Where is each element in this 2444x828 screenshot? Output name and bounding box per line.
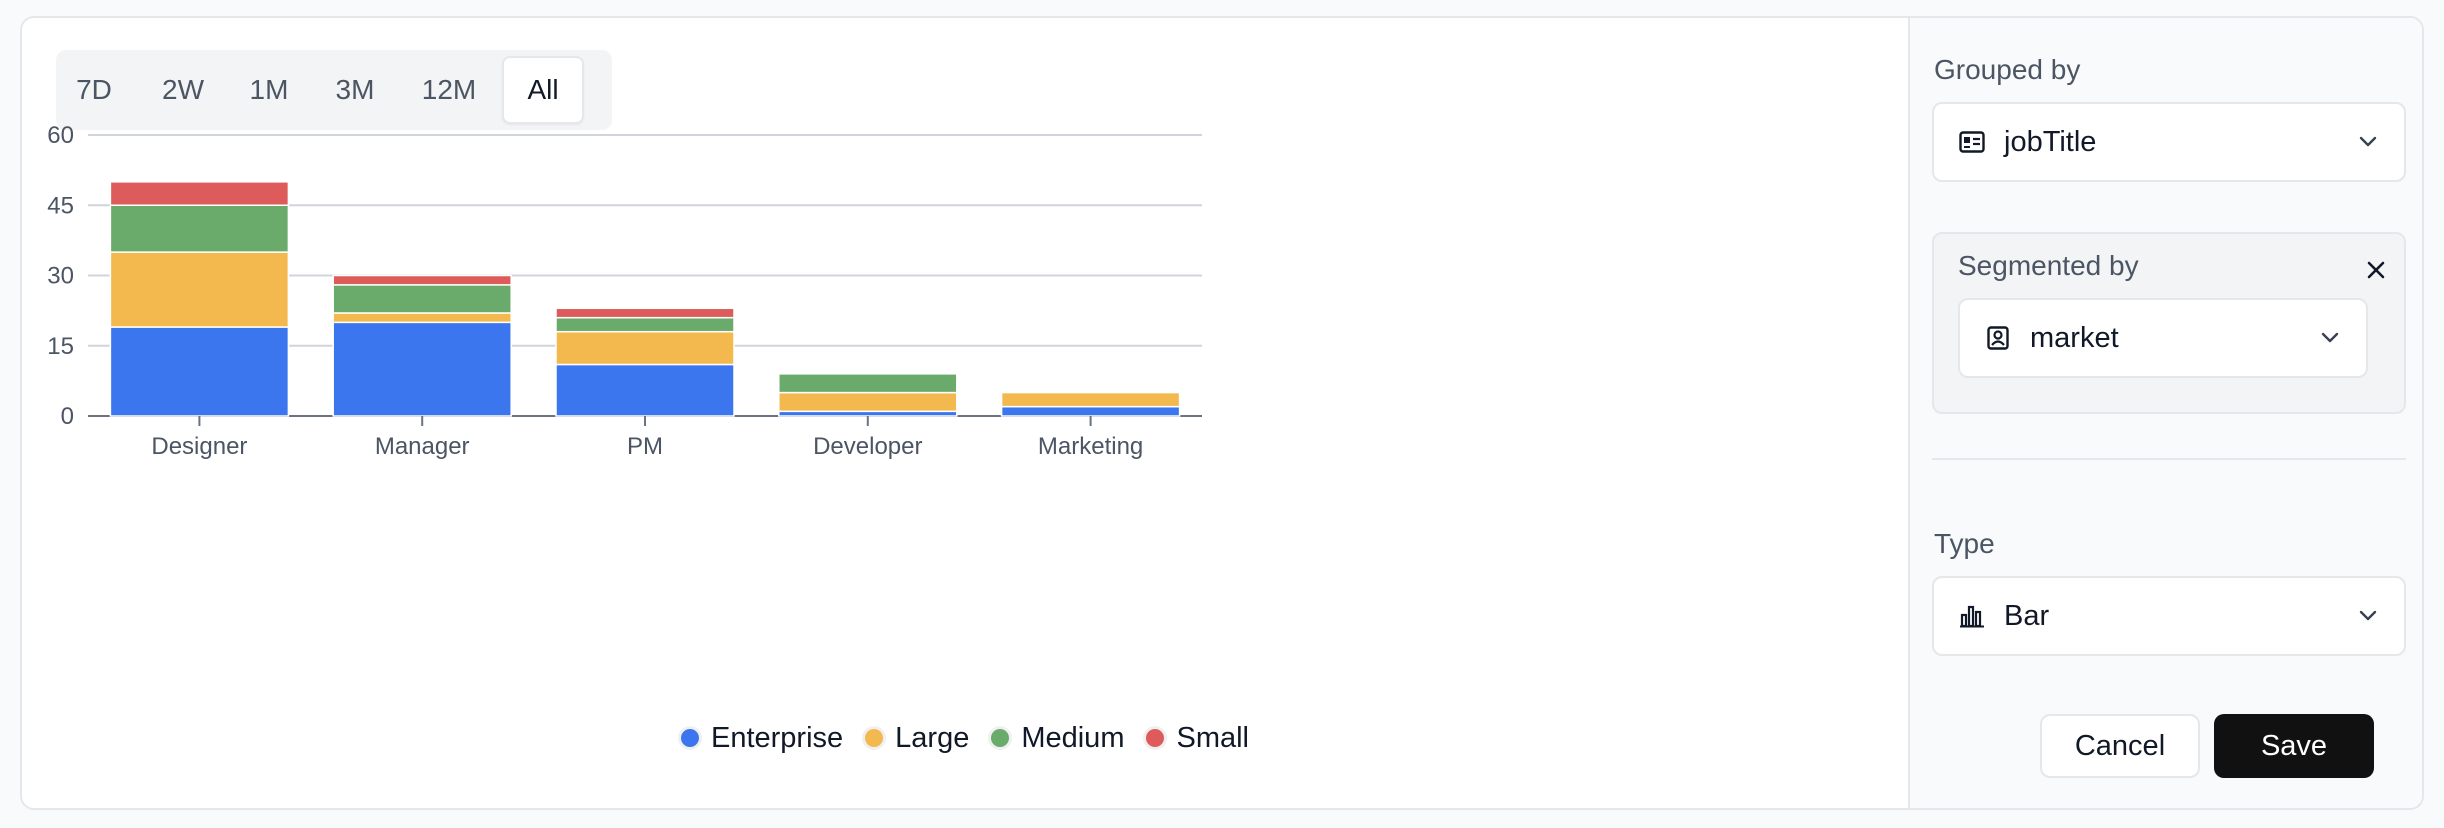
bar-segment-small [109, 181, 290, 206]
y-tick-label: 15 [47, 333, 74, 360]
x-tick-label: Manager [375, 433, 470, 460]
segmented-by-value: market [2030, 321, 2119, 354]
legend-swatch [991, 729, 1010, 747]
x-tick-label: PM [627, 433, 663, 460]
legend-swatch [865, 729, 884, 747]
legend-swatch [680, 729, 699, 747]
grouped-by-label: Grouped by [1934, 54, 2081, 85]
cancel-button[interactable]: Cancel [2040, 714, 2200, 778]
segmented-by-select[interactable]: market [1958, 298, 2368, 378]
bar-segment-small [555, 307, 735, 319]
bar-segment-medium [555, 316, 735, 333]
tab-3m[interactable]: 3M [335, 74, 375, 105]
chart-type-value: Bar [2004, 599, 2050, 632]
grouped-by-value: jobTitle [2004, 125, 2097, 158]
chevron-down-icon [2348, 122, 2388, 162]
save-button[interactable]: Save [2214, 714, 2374, 778]
tab-12m[interactable]: 12M [421, 74, 477, 105]
chevron-down-icon [2310, 318, 2350, 358]
legend-item[interactable]: Small [1146, 722, 1249, 755]
y-tick-label: 30 [47, 263, 74, 290]
legend-item[interactable]: Medium [991, 722, 1124, 755]
tab-all[interactable]: All [502, 56, 584, 124]
settings-panel: Grouped by jobTitle Segmented by market [1908, 18, 2422, 808]
legend-label: Small [1176, 721, 1249, 754]
bar-segment-large [109, 251, 290, 328]
bar-segment-large [555, 330, 735, 366]
type-label: Type [1934, 528, 1995, 559]
x-tick-label: Developer [813, 433, 922, 460]
x-tick-label: Marketing [1038, 433, 1143, 460]
grouped-by-select[interactable]: jobTitle [1932, 102, 2406, 182]
bar-segment-medium [332, 284, 512, 314]
bar-segment-small [332, 274, 512, 286]
bar-segment-large [1000, 391, 1181, 408]
stacked-bar-chart: 0 15 30 45 60 Designer Manager PM Developer Marke… [47, 122, 1202, 460]
divider [1932, 458, 2406, 460]
id-card-icon [1958, 128, 1986, 156]
chart-legend: Enterprise Large Medium Small [22, 718, 1908, 758]
bar-segment-medium [778, 373, 958, 394]
y-tick-label: 0 [61, 403, 74, 430]
legend-item[interactable]: Enterprise [680, 721, 844, 755]
bar-segment-large [332, 312, 512, 324]
tab-2w[interactable]: 2W [162, 74, 204, 105]
legend-swatch [1146, 729, 1165, 747]
bar-segment-enterprise [555, 363, 735, 417]
range-tabs: 7D 2W 1M 3M 12M All [56, 50, 612, 130]
y-tick-label: 60 [47, 122, 74, 149]
chart-type-select[interactable]: Bar [1932, 576, 2406, 656]
legend-label: Enterprise [710, 721, 844, 754]
bar-segment-medium [109, 204, 290, 253]
chart-editor-card: 7D 2W 1M 3M 12M All 0 15 30 45 60 Designer Man… [20, 16, 2424, 810]
bar-chart-icon [1958, 602, 1986, 630]
x-tick-label: Designer [151, 433, 247, 460]
tab-7d[interactable]: 7D [76, 74, 112, 105]
bar-segment-large [778, 391, 958, 413]
segmented-by-label: Segmented by [1958, 250, 2139, 281]
chart-pane: 7D 2W 1M 3M 12M All 0 15 30 45 60 Designer Man… [22, 18, 1908, 808]
bar-segment-enterprise [109, 326, 290, 417]
legend-item[interactable]: Large [865, 722, 969, 755]
bar-segment-enterprise [332, 321, 512, 417]
legend-label: Medium [1021, 721, 1125, 754]
chevron-down-icon [2348, 596, 2388, 636]
tab-1m[interactable]: 1M [249, 74, 289, 105]
y-tick-label: 45 [47, 192, 74, 219]
bar-segment-enterprise [1000, 405, 1181, 417]
contact-icon [1984, 324, 2012, 352]
close-icon[interactable] [2360, 254, 2392, 286]
legend-label: Large [895, 721, 970, 754]
